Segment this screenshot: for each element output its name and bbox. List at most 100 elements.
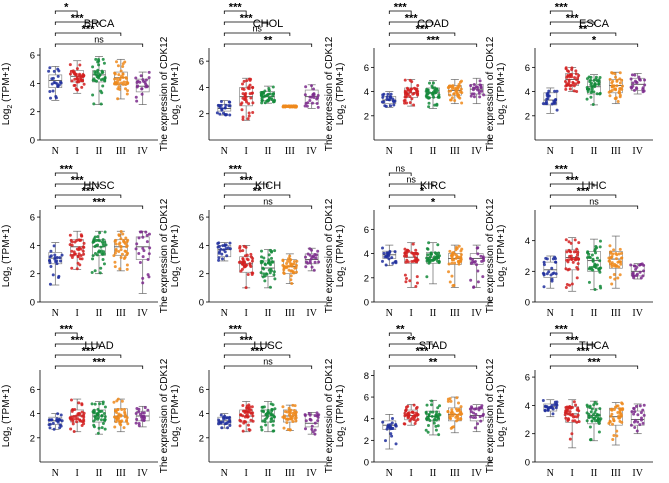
data-point (542, 263, 546, 267)
data-point (307, 411, 311, 415)
data-point (282, 426, 286, 430)
data-point (481, 412, 485, 416)
significance-label: *** (240, 335, 254, 347)
x-tick-label: N (386, 146, 393, 157)
x-tick-label: N (52, 468, 59, 479)
box-I (563, 66, 581, 94)
data-point (566, 419, 570, 423)
data-point (592, 403, 596, 407)
data-point (446, 399, 450, 403)
data-point (219, 247, 223, 251)
significance-label: *** (427, 35, 441, 47)
data-point (435, 87, 439, 91)
data-point (139, 230, 143, 234)
data-point (457, 95, 461, 99)
data-point (619, 262, 623, 266)
data-point (546, 96, 550, 100)
y-tick-label: 6 (199, 385, 204, 396)
data-point (273, 277, 277, 281)
significance-bracket: *** (549, 175, 595, 187)
data-point (453, 261, 457, 265)
data-point (635, 274, 639, 278)
data-point (471, 260, 475, 264)
data-point (102, 412, 106, 416)
significance-bracket: ** (388, 324, 412, 336)
y-unit-rest: (TPM+1) (170, 63, 181, 105)
data-point (455, 396, 459, 400)
data-point (122, 426, 126, 430)
data-point (121, 72, 125, 76)
data-point (72, 429, 76, 433)
data-point (310, 265, 314, 269)
data-point (263, 417, 267, 421)
data-point (268, 271, 272, 275)
data-point (576, 406, 580, 410)
data-point (594, 415, 598, 419)
y-tick-label: 4 (199, 241, 204, 252)
data-point (57, 274, 61, 278)
data-point (288, 428, 292, 432)
data-point (573, 257, 577, 261)
y-axis-label: The expression of CDK12 (485, 36, 496, 151)
data-point (427, 101, 431, 105)
data-point (610, 264, 614, 268)
data-point (572, 84, 576, 88)
data-point (426, 253, 430, 257)
data-point (641, 90, 645, 94)
data-point (587, 280, 591, 284)
data-point (448, 414, 452, 418)
significance-bracket: * (549, 35, 639, 47)
data-point (117, 242, 121, 246)
x-tick-label: IV (306, 468, 317, 479)
data-point (480, 89, 484, 93)
data-point (269, 412, 273, 416)
significance-label: ns (263, 357, 273, 367)
box-I (68, 60, 86, 94)
data-point (239, 102, 243, 106)
data-point (635, 429, 639, 433)
significance-bracket: ns (223, 357, 313, 369)
data-point (215, 111, 219, 115)
x-tick-label: I (75, 468, 78, 479)
box-IV (303, 411, 321, 436)
data-point (265, 93, 269, 97)
data-point (632, 88, 636, 92)
data-point (313, 421, 317, 425)
data-point (124, 76, 128, 80)
data-point (590, 89, 594, 93)
y-tick-label: 2 (364, 273, 369, 284)
bracket-line (223, 354, 291, 358)
x-tick-label: N (221, 468, 228, 479)
data-point (117, 234, 121, 238)
x-tick-label: IV (471, 308, 482, 319)
data-point (390, 256, 394, 260)
data-point (93, 269, 97, 273)
data-point (137, 251, 141, 255)
data-point (295, 264, 299, 268)
y-unit-log: Log (1, 109, 12, 126)
data-point (639, 416, 643, 420)
data-point (119, 414, 123, 418)
data-point (574, 82, 578, 86)
box-III (607, 235, 624, 289)
data-point (221, 244, 225, 248)
x-tick-label: III (450, 468, 460, 479)
data-point (598, 407, 602, 411)
data-point (620, 420, 624, 424)
data-point (312, 95, 316, 99)
data-point (477, 89, 481, 93)
y-axis-label: The expression of CDK12 (159, 36, 170, 151)
data-point (427, 261, 431, 265)
data-point (389, 92, 393, 96)
data-point (238, 246, 242, 250)
data-point (95, 253, 99, 257)
data-point (240, 262, 244, 266)
bracket-line (223, 183, 269, 187)
data-point (634, 80, 638, 84)
data-point (478, 415, 482, 419)
data-point (142, 249, 146, 253)
x-tick-label: III (285, 308, 295, 319)
data-point (119, 237, 123, 241)
data-point (481, 255, 485, 259)
y-unit-log: Log (335, 431, 346, 448)
